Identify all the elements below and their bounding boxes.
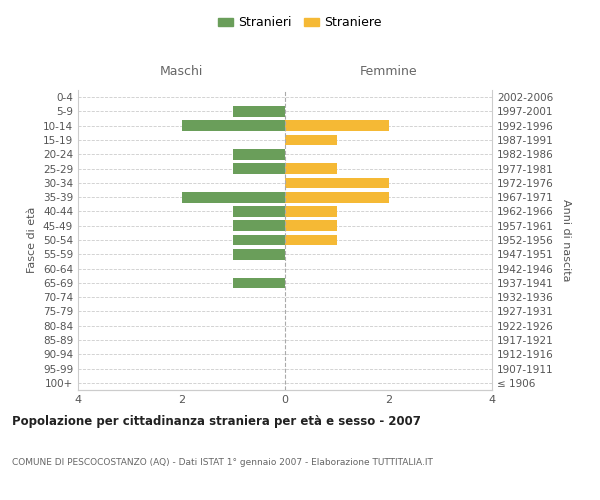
Bar — [285, 192, 389, 202]
Bar — [233, 234, 285, 246]
Bar — [285, 220, 337, 231]
Text: Femmine: Femmine — [359, 65, 418, 78]
Bar — [182, 192, 285, 202]
Text: Popolazione per cittadinanza straniera per età e sesso - 2007: Popolazione per cittadinanza straniera p… — [12, 415, 421, 428]
Bar — [285, 206, 337, 217]
Bar — [285, 134, 337, 145]
Bar — [233, 163, 285, 174]
Bar — [285, 178, 389, 188]
Y-axis label: Anni di nascita: Anni di nascita — [560, 198, 571, 281]
Bar — [182, 120, 285, 131]
Bar — [233, 220, 285, 231]
Bar — [285, 163, 337, 174]
Bar — [285, 234, 337, 246]
Legend: Stranieri, Straniere: Stranieri, Straniere — [213, 11, 387, 34]
Bar — [285, 120, 389, 131]
Bar — [233, 106, 285, 117]
Bar — [233, 206, 285, 217]
Bar — [233, 149, 285, 160]
Bar — [233, 249, 285, 260]
Y-axis label: Fasce di età: Fasce di età — [28, 207, 37, 273]
Bar — [233, 278, 285, 288]
Text: COMUNE DI PESCOCOSTANZO (AQ) - Dati ISTAT 1° gennaio 2007 - Elaborazione TUTTITA: COMUNE DI PESCOCOSTANZO (AQ) - Dati ISTA… — [12, 458, 433, 467]
Text: Maschi: Maschi — [160, 65, 203, 78]
